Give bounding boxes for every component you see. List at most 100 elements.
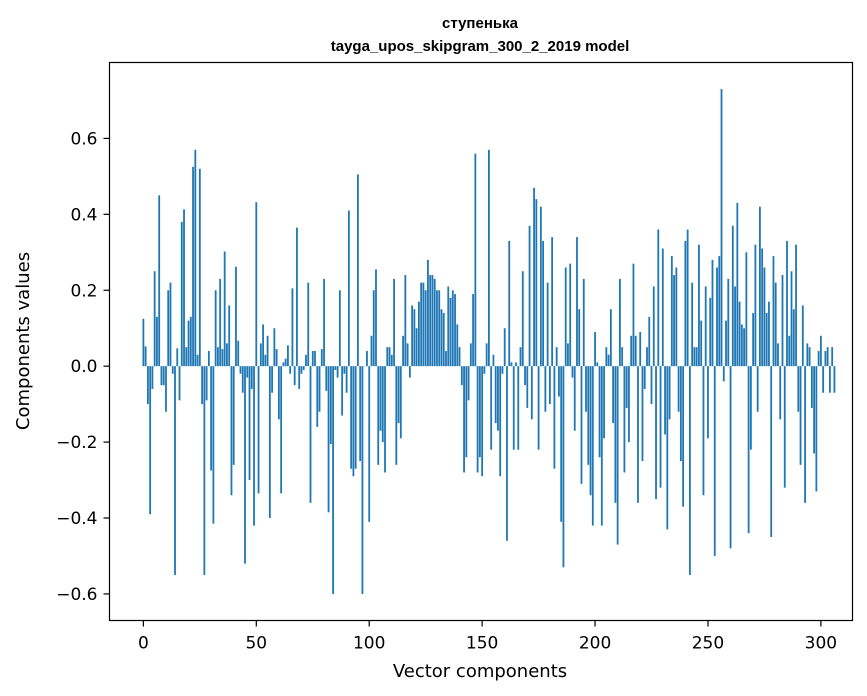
bar-component-58 <box>273 328 276 367</box>
bar-component-156 <box>494 366 497 424</box>
bar-component-100 <box>368 366 371 522</box>
bar-component-171 <box>528 225 531 367</box>
bar-component-111 <box>393 278 395 367</box>
bar-component-251 <box>709 297 712 367</box>
bar-component-278 <box>770 366 773 537</box>
bar-component-72 <box>305 354 307 367</box>
bar-component-85 <box>334 366 337 370</box>
bar-component-186 <box>562 366 565 568</box>
bar-component-82 <box>327 366 330 513</box>
bar-component-259 <box>727 278 730 367</box>
bar-component-277 <box>768 301 770 367</box>
bar-component-292 <box>801 305 804 367</box>
bar-component-81 <box>325 366 328 391</box>
bar-component-3 <box>149 366 152 515</box>
bar-component-201 <box>596 362 599 367</box>
bar-component-86 <box>336 366 339 378</box>
bar-component-275 <box>763 267 766 367</box>
y-tick-label: −0.2 <box>56 433 97 453</box>
bar-component-60 <box>277 366 280 420</box>
bar-component-271 <box>754 244 757 367</box>
bar-component-267 <box>745 252 748 367</box>
bar-component-24 <box>196 354 199 367</box>
x-axis-label: Vector components <box>393 661 567 682</box>
bar-component-47 <box>248 366 251 481</box>
bar-component-89 <box>343 366 346 374</box>
bar-component-303 <box>826 347 829 367</box>
plot-frame <box>108 61 854 622</box>
bar-component-169 <box>524 366 526 386</box>
bar-component-50 <box>255 202 258 367</box>
bar-component-114 <box>399 366 402 439</box>
bar-component-207 <box>609 309 612 367</box>
bar-component-59 <box>275 349 278 367</box>
bar-component-150 <box>481 366 484 477</box>
bar-component-249 <box>704 286 707 367</box>
bar-component-187 <box>564 267 567 367</box>
bar-component-212 <box>621 347 624 367</box>
bar-component-40 <box>232 366 235 465</box>
bar-component-253 <box>713 366 716 556</box>
bar-component-184 <box>558 366 560 397</box>
bar-component-216 <box>630 335 633 367</box>
bar-component-297 <box>813 366 816 454</box>
bar-component-263 <box>736 202 739 367</box>
bar-component-261 <box>731 225 734 367</box>
bar-component-5 <box>153 271 156 367</box>
y-axis-label: Components values <box>13 252 34 430</box>
bar-component-299 <box>817 350 820 367</box>
bar-component-257 <box>722 366 725 382</box>
bar-component-247 <box>700 320 703 367</box>
bar-component-141 <box>460 366 463 386</box>
bar-component-106 <box>381 366 384 443</box>
bar-component-53 <box>262 324 264 367</box>
bar-component-147 <box>474 153 477 367</box>
bar-component-179 <box>546 282 549 367</box>
bar-component-274 <box>761 248 764 367</box>
bar-component-103 <box>375 269 377 367</box>
bar-component-153 <box>488 149 490 367</box>
bar-component-266 <box>743 328 746 367</box>
bar-component-161 <box>506 366 508 541</box>
bar-component-136 <box>449 297 452 367</box>
bar-component-236 <box>675 267 678 367</box>
bar-component-55 <box>266 335 269 367</box>
bar-component-9 <box>162 366 165 386</box>
bar-component-252 <box>711 259 714 367</box>
bar-component-17 <box>180 221 183 367</box>
bar-component-105 <box>379 366 382 431</box>
bar-component-125 <box>424 290 427 367</box>
bar-component-120 <box>413 309 416 367</box>
bar-component-126 <box>427 259 429 367</box>
bar-component-23 <box>194 149 197 367</box>
bar-component-2 <box>146 366 149 405</box>
bar-component-94 <box>354 366 357 469</box>
bar-component-281 <box>777 343 779 367</box>
bar-component-198 <box>589 366 592 496</box>
bar-component-205 <box>605 347 608 367</box>
bar-component-46 <box>246 366 249 378</box>
bar-component-296 <box>810 366 813 408</box>
x-tick-label: 200 <box>579 634 611 654</box>
bar-component-221 <box>641 366 644 462</box>
bar-component-159 <box>501 366 504 374</box>
bar-component-113 <box>397 366 400 424</box>
bar-component-172 <box>530 366 533 420</box>
bar-component-239 <box>682 366 685 507</box>
bar-component-61 <box>280 366 283 494</box>
bar-component-183 <box>555 347 558 367</box>
bar-component-165 <box>515 362 517 367</box>
bar-component-26 <box>201 366 203 405</box>
bar-component-6 <box>156 316 158 367</box>
bar-component-146 <box>472 294 474 367</box>
bar-component-214 <box>625 366 628 408</box>
bar-component-129 <box>433 278 436 367</box>
bar-component-64 <box>287 345 289 367</box>
bar-component-260 <box>729 366 732 549</box>
bar-component-39 <box>230 366 233 496</box>
bar-component-124 <box>422 282 425 367</box>
bar-component-286 <box>788 335 791 367</box>
bar-component-91 <box>347 210 350 367</box>
